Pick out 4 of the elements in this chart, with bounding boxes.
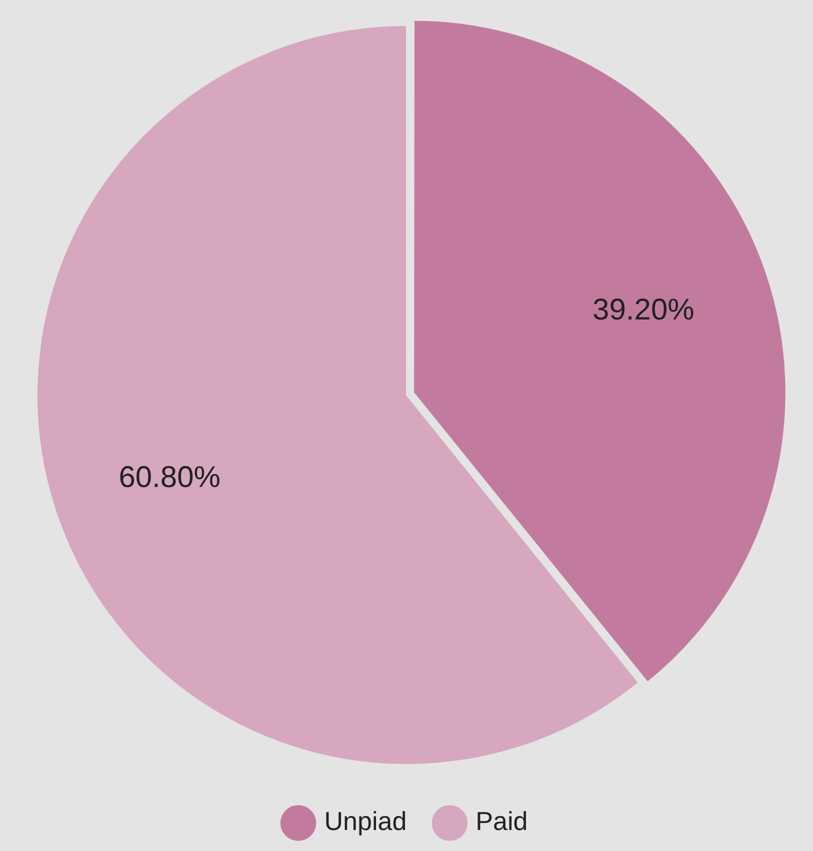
- data-label: 60.80%: [118, 460, 220, 494]
- legend-label: Unpiad: [324, 806, 407, 836]
- data-label: 39.20%: [592, 294, 694, 327]
- legend-label: Paid: [476, 806, 528, 836]
